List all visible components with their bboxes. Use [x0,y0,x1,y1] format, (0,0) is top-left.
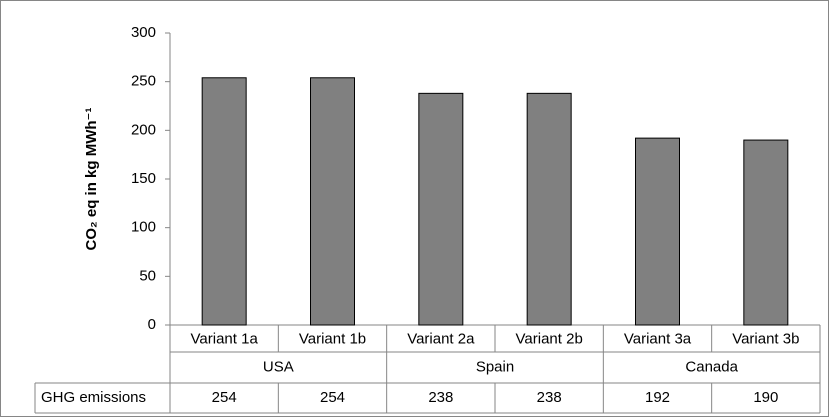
group-label: Spain [476,358,514,375]
bar [635,137,680,326]
y-tick-label: 0 [148,316,156,333]
y-tick-label: 150 [131,170,156,187]
table-value: 238 [537,389,562,406]
table-value: 192 [645,389,670,406]
bar [418,92,464,326]
table-value: 254 [212,389,237,406]
bar [201,77,247,326]
x-tick-label: Variant 2a [407,330,475,347]
y-axis-label: CO₂ eq in kg MWh⁻¹ [83,108,100,251]
bar [526,92,572,326]
x-tick-label: Variant 1a [191,330,259,347]
group-label: Canada [685,358,738,375]
table-value: 238 [428,389,453,406]
table-value: 190 [753,389,778,406]
group-label: USA [263,358,294,375]
x-tick-label: Variant 3b [732,330,799,347]
y-tick-label: 300 [131,24,156,41]
x-tick-label: Variant 3a [624,330,692,347]
y-tick-label: 50 [139,267,156,284]
x-tick-label: Variant 1b [299,330,366,347]
bar [310,77,355,326]
table-value: 254 [320,389,345,406]
x-tick-label: Variant 2b [516,330,583,347]
y-tick-label: 200 [131,121,156,138]
y-tick-label: 250 [131,73,156,90]
bar [743,139,789,326]
y-tick-label: 100 [131,219,156,236]
row-label: GHG emissions [41,389,146,406]
